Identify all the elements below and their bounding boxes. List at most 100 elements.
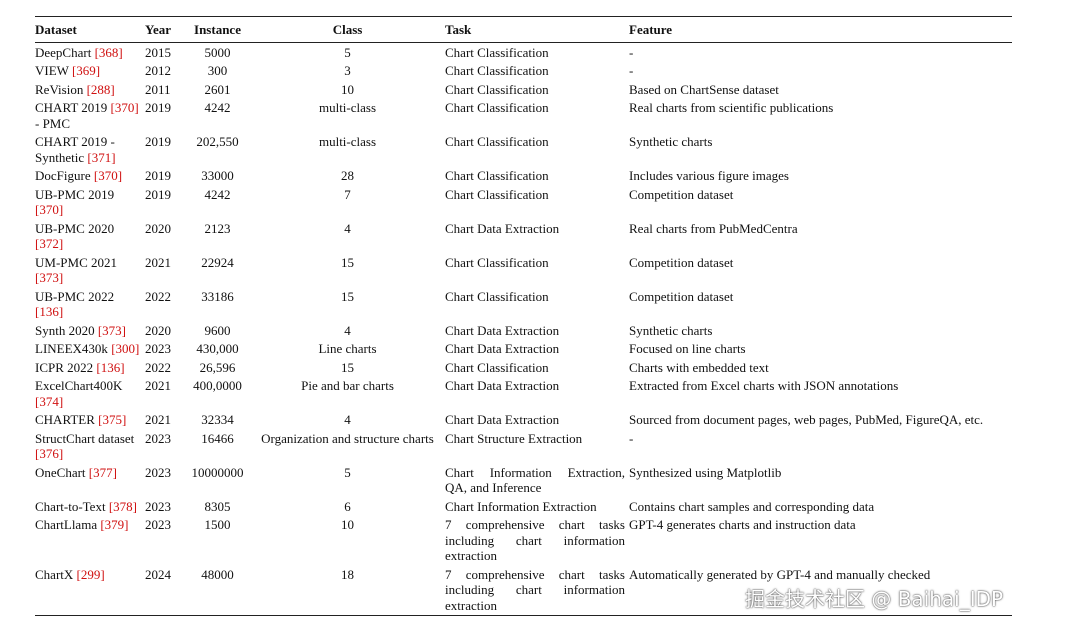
feature-cell: Automatically generated by GPT-4 and man… bbox=[629, 566, 931, 582]
column-header: Year bbox=[145, 16, 185, 43]
header-row: Dataset Year Instance Class Task Feature bbox=[35, 16, 1012, 43]
year-cell: 2023 bbox=[145, 464, 171, 480]
year-cell: 2024 bbox=[145, 566, 171, 582]
year-cell: 2019 bbox=[145, 134, 171, 149]
year-cell: 2022 bbox=[145, 359, 171, 375]
citation: [372] bbox=[35, 236, 64, 251]
task-cell: Chart Classification bbox=[445, 359, 549, 375]
table-row: OneChart [377] 2023 10000000 5 Chart Informa… bbox=[35, 463, 1012, 497]
feature-cell: Competition dataset bbox=[629, 288, 734, 304]
dataset-name: CHART 2019 - Synthetic bbox=[35, 134, 115, 165]
table-row: ExcelChart400K [374] 2021 400,0000 Pie and … bbox=[35, 377, 1012, 411]
year-cell: 2023 bbox=[145, 341, 171, 356]
citation: [369] bbox=[71, 63, 101, 78]
year-cell: 2021 bbox=[145, 254, 171, 270]
class-cell: 5 bbox=[344, 44, 351, 60]
dataset-cell: CHART 2019 - Synthetic [371] bbox=[35, 133, 145, 167]
dataset-name: UM-PMC 2021 bbox=[35, 254, 117, 270]
year-cell: 2023 bbox=[145, 517, 171, 532]
table-row: LINEEX430k [300] 2023 430,000 Line charts Ch… bbox=[35, 340, 1012, 359]
table-row: ChartLlama [379] 2023 1500 10 7 comprehensiv… bbox=[35, 516, 1012, 566]
citation: [300] bbox=[111, 341, 140, 356]
column-header: Feature bbox=[629, 16, 1012, 43]
column-header: Dataset bbox=[35, 16, 145, 43]
column-header: Task bbox=[445, 16, 629, 43]
year-cell: 2012 bbox=[145, 63, 171, 78]
dataset-name: ReVision bbox=[35, 81, 84, 97]
citation: [368] bbox=[94, 44, 123, 60]
year-cell: 2023 bbox=[145, 498, 171, 514]
dataset-suffix: - PMC bbox=[35, 115, 71, 131]
task-cell: Chart Data Extraction bbox=[445, 378, 560, 393]
instance-cell: 4242 bbox=[204, 100, 231, 115]
table-row: CHARTER [375] 2021 32334 4 Chart Data Extrac… bbox=[35, 411, 1012, 430]
dataset-name: Chart-to-Text bbox=[35, 498, 106, 514]
column-header: Instance bbox=[185, 16, 250, 43]
dataset-cell: ChartLlama [379] bbox=[35, 516, 145, 566]
dataset-table: Dataset Year Instance Class Task Feature Deep… bbox=[35, 16, 1012, 616]
class-cell: Line charts bbox=[318, 341, 377, 356]
feature-cell: Real charts from PubMedCentra bbox=[629, 220, 798, 236]
dataset-cell: VIEW [369] bbox=[35, 62, 145, 81]
feature-cell: Based on ChartSense dataset bbox=[629, 81, 779, 97]
table-row: ChartX [299] 2024 48000 18 7 comprehensive c… bbox=[35, 565, 1012, 615]
citation: [136] bbox=[96, 359, 125, 375]
task-cell: Chart Classification bbox=[445, 63, 549, 78]
citation: [377] bbox=[88, 464, 117, 480]
dataset-cell: OneChart [377] bbox=[35, 463, 145, 497]
task-cell: Chart Classification bbox=[445, 254, 549, 270]
feature-cell: Charts with embedded text bbox=[629, 359, 769, 375]
task-cell: Chart Classification bbox=[445, 100, 549, 115]
dataset-name: ICPR 2022 bbox=[35, 359, 94, 375]
class-cell: 6 bbox=[344, 498, 351, 514]
dataset-name: ExcelChart400K bbox=[35, 378, 123, 393]
table-row: DeepChart [368] 2015 5000 5 Chart Classifica… bbox=[35, 43, 1012, 62]
citation: [374] bbox=[35, 393, 64, 409]
feature-cell: Includes various figure images bbox=[629, 168, 789, 183]
feature-cell: Synthetic charts bbox=[629, 134, 713, 149]
dataset-cell: StructChart dataset [376] bbox=[35, 429, 145, 463]
dataset-cell: UB-PMC 2019 [370] bbox=[35, 185, 145, 219]
dataset-name: VIEW bbox=[35, 63, 69, 78]
citation: [288] bbox=[86, 81, 115, 97]
table-body: DeepChart [368] 2015 5000 5 Chart Classifica… bbox=[35, 43, 1012, 616]
task-cell: Chart Data Extraction bbox=[445, 341, 560, 356]
year-cell: 2011 bbox=[145, 81, 171, 97]
feature-cell: Synthetic charts bbox=[629, 322, 713, 338]
instance-cell: 32334 bbox=[201, 412, 234, 427]
dataset-name: CHARTER bbox=[35, 412, 95, 427]
class-cell: 18 bbox=[341, 566, 354, 582]
task-cell: Chart Structure Extraction bbox=[445, 430, 583, 446]
instance-cell: 26,596 bbox=[199, 359, 236, 375]
task-cell: Chart Classification bbox=[445, 186, 549, 202]
citation: [370] bbox=[110, 100, 139, 115]
feature-cell: Sourced from document pages, web pages, … bbox=[629, 412, 984, 427]
class-cell: 3 bbox=[344, 63, 351, 78]
citation: [370] bbox=[35, 202, 64, 217]
dataset-cell: LINEEX430k [300] bbox=[35, 340, 145, 359]
table-row: UB-PMC 2019 [370] 2019 4242 7 Chart Classifi… bbox=[35, 185, 1012, 219]
dataset-cell: CHART 2019 [370] - PMC bbox=[35, 99, 145, 133]
table-row: StructChart dataset [376] 2023 16466 Organi… bbox=[35, 429, 1012, 463]
dataset-cell: ExcelChart400K [374] bbox=[35, 377, 145, 411]
class-cell: 4 bbox=[344, 220, 351, 236]
year-cell: 2015 bbox=[145, 44, 171, 60]
class-cell: 28 bbox=[341, 168, 354, 183]
class-cell: 5 bbox=[344, 464, 351, 480]
class-cell: 4 bbox=[344, 322, 351, 338]
citation: [299] bbox=[76, 566, 105, 582]
table-row: ICPR 2022 [136] 2022 26,596 15 Chart Classif… bbox=[35, 358, 1012, 377]
dataset-cell: DocFigure [370] bbox=[35, 167, 145, 186]
class-cell: 15 bbox=[341, 359, 354, 375]
citation: [376] bbox=[35, 446, 64, 461]
feature-cell: Real charts from scientific publications bbox=[629, 100, 834, 115]
instance-cell: 202,550 bbox=[196, 134, 239, 149]
feature-cell: Synthesized using Matplotlib bbox=[629, 464, 782, 480]
dataset-name: DeepChart bbox=[35, 44, 92, 60]
table-row: DocFigure [370] 2019 33000 28 Chart Classifi… bbox=[35, 167, 1012, 186]
instance-cell: 22924 bbox=[201, 254, 234, 270]
class-cell: 10 bbox=[341, 517, 354, 532]
citation: [371] bbox=[87, 149, 116, 165]
citation: [136] bbox=[35, 304, 64, 319]
feature-cell: Extracted from Excel charts with JSON an… bbox=[629, 378, 899, 393]
